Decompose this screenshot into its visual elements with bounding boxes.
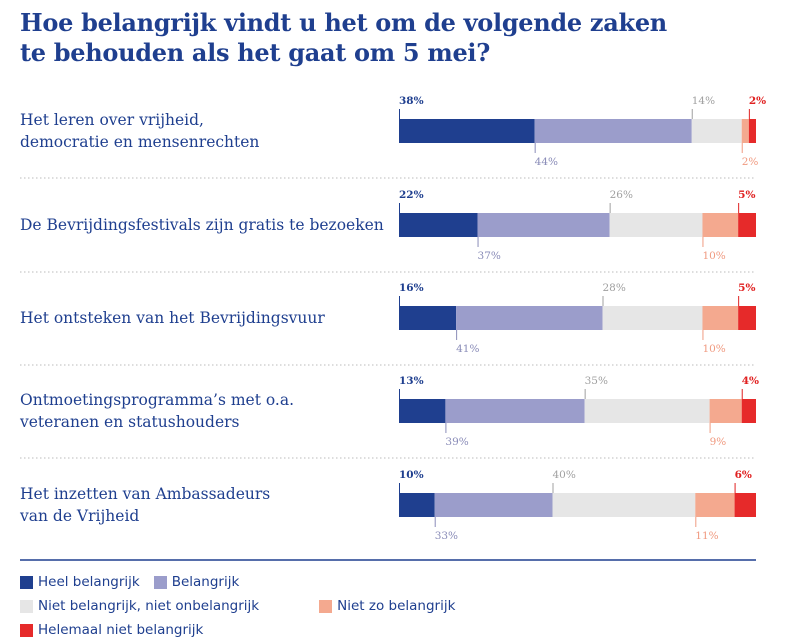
data-label: 26% (610, 189, 633, 201)
bar-segment (709, 399, 742, 423)
bar-segment (741, 119, 749, 143)
legend-label: Helemaal niet belangrijk (38, 622, 204, 638)
bar-segment (602, 306, 703, 330)
bar-segment (399, 119, 535, 143)
legend-swatch (153, 575, 167, 589)
legend-label: Niet belangrijk, niet onbelangrijk (38, 598, 260, 614)
data-label: 4% (742, 375, 759, 387)
category-label: Ontmoetingsprogramma’s met o.a. veterane… (20, 391, 295, 431)
bar-segment (456, 306, 603, 330)
data-label: 2% (749, 95, 766, 107)
bar-segment (738, 213, 756, 237)
legend-swatch (20, 599, 33, 613)
legend-swatch (319, 599, 333, 613)
bar-segment (738, 306, 756, 330)
bar-segment (399, 493, 435, 517)
bar-segment (552, 493, 696, 517)
legend: Heel belangrijk Belangrijk Niet belangrijk… (20, 574, 520, 638)
legend-item: Belangrijk (153, 574, 240, 590)
bar-segment (741, 399, 756, 423)
data-label: 13% (399, 375, 424, 387)
category-label: Het inzetten van Ambassadeurs van de Vri… (20, 485, 271, 525)
bar-segment (477, 213, 610, 237)
bar-segment (399, 213, 478, 237)
data-label: 10% (702, 250, 725, 262)
legend-item: Niet zo belangrijk (319, 598, 455, 614)
data-label: 44% (535, 156, 558, 168)
data-label: 38% (399, 95, 424, 107)
data-label: 14% (692, 95, 715, 107)
bar-segment (399, 399, 446, 423)
data-label: 16% (399, 282, 424, 294)
bar-segment (534, 119, 692, 143)
legend-label: Belangrijk (171, 574, 240, 590)
bar-segment (399, 306, 457, 330)
data-label: 35% (585, 375, 608, 387)
data-label: 10% (702, 343, 725, 355)
category-label: De Bevrijdingsfestivals zijn gratis te b… (20, 216, 384, 234)
legend-swatch (20, 623, 33, 637)
data-label: 10% (399, 469, 424, 481)
category-label: Het leren over vrijheid, democratie en m… (20, 111, 260, 151)
bar-segment (584, 399, 710, 423)
data-label: 33% (435, 530, 458, 542)
data-label: 40% (553, 469, 576, 481)
category-label: Het ontsteken van het Bevrijdingsvuur (20, 309, 325, 327)
data-label: 28% (602, 282, 625, 294)
chart-title: Hoe belangrijk vindt u het om de volgend… (20, 8, 667, 67)
legend-item: Niet belangrijk, niet onbelangrijk (20, 598, 259, 614)
legend-label: Niet zo belangrijk (337, 598, 456, 614)
bar-segment (445, 399, 585, 423)
data-label: 39% (445, 436, 468, 448)
bar-segment (434, 493, 553, 517)
data-label: 11% (695, 530, 718, 542)
bar-segment (695, 493, 735, 517)
data-label: 2% (742, 156, 759, 168)
data-label: 9% (710, 436, 727, 448)
legend-item: Heel belangrijk (20, 574, 140, 590)
data-label: 37% (478, 250, 501, 262)
legend-swatch (20, 575, 33, 589)
legend-item: Helemaal niet belangrijk (20, 622, 203, 638)
bar-segment (702, 306, 739, 330)
bar-segment (734, 493, 756, 517)
data-label: 22% (399, 189, 424, 201)
data-label: 6% (735, 469, 752, 481)
bar-segment (748, 119, 756, 143)
bar-segment (609, 213, 703, 237)
bar-segment (702, 213, 739, 237)
bar-segment (691, 119, 742, 143)
data-label: 5% (738, 282, 755, 294)
data-label: 5% (738, 189, 755, 201)
legend-label: Heel belangrijk (38, 574, 140, 590)
data-label: 41% (456, 343, 479, 355)
